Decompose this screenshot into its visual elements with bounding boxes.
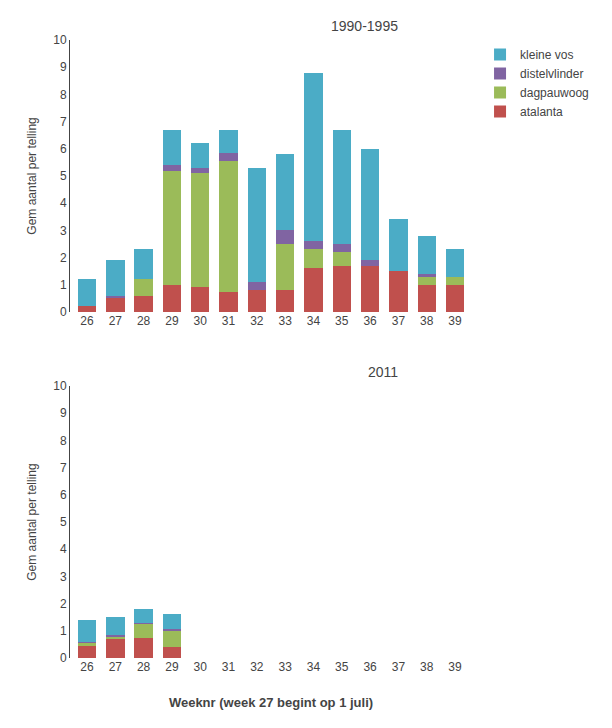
svg-text:atalanta: atalanta bbox=[520, 105, 563, 119]
svg-text:31: 31 bbox=[222, 660, 236, 674]
svg-text:9: 9 bbox=[60, 60, 67, 74]
svg-text:28: 28 bbox=[137, 314, 151, 328]
svg-text:4: 4 bbox=[60, 542, 67, 556]
svg-text:30: 30 bbox=[194, 660, 208, 674]
svg-text:32: 32 bbox=[250, 660, 264, 674]
svg-text:27: 27 bbox=[109, 660, 123, 674]
svg-text:2: 2 bbox=[60, 597, 67, 611]
svg-text:32: 32 bbox=[250, 314, 264, 328]
svg-text:6: 6 bbox=[60, 142, 67, 156]
svg-text:10: 10 bbox=[53, 33, 67, 47]
svg-text:dagpauwoog: dagpauwoog bbox=[520, 86, 589, 100]
svg-text:0: 0 bbox=[60, 305, 67, 319]
svg-text:39: 39 bbox=[448, 660, 462, 674]
svg-text:30: 30 bbox=[194, 314, 208, 328]
svg-text:8: 8 bbox=[60, 88, 67, 102]
svg-text:Gem aantal per telling: Gem aantal per telling bbox=[25, 463, 39, 580]
svg-text:1990-1995: 1990-1995 bbox=[331, 18, 398, 34]
svg-text:3: 3 bbox=[60, 224, 67, 238]
svg-text:35: 35 bbox=[335, 314, 349, 328]
svg-text:Weeknr (week 27 begint op 1 ju: Weeknr (week 27 begint op 1 juli) bbox=[169, 695, 373, 710]
svg-text:34: 34 bbox=[307, 660, 321, 674]
svg-text:2: 2 bbox=[60, 251, 67, 265]
svg-text:33: 33 bbox=[278, 660, 292, 674]
svg-text:6: 6 bbox=[60, 488, 67, 502]
svg-text:distelvlinder: distelvlinder bbox=[520, 67, 583, 81]
svg-text:7: 7 bbox=[60, 115, 67, 129]
svg-text:38: 38 bbox=[420, 314, 434, 328]
svg-text:31: 31 bbox=[222, 314, 236, 328]
svg-text:1: 1 bbox=[60, 624, 67, 638]
svg-text:9: 9 bbox=[60, 406, 67, 420]
svg-text:37: 37 bbox=[392, 660, 406, 674]
svg-text:39: 39 bbox=[448, 314, 462, 328]
svg-text:34: 34 bbox=[307, 314, 321, 328]
svg-text:29: 29 bbox=[165, 314, 179, 328]
svg-text:36: 36 bbox=[363, 314, 377, 328]
svg-text:37: 37 bbox=[392, 314, 406, 328]
svg-text:8: 8 bbox=[60, 434, 67, 448]
svg-text:28: 28 bbox=[137, 660, 151, 674]
svg-text:2011: 2011 bbox=[368, 364, 398, 380]
svg-text:7: 7 bbox=[60, 461, 67, 475]
svg-text:5: 5 bbox=[60, 515, 67, 529]
svg-text:5: 5 bbox=[60, 169, 67, 183]
svg-text:1: 1 bbox=[60, 278, 67, 292]
svg-text:36: 36 bbox=[363, 660, 377, 674]
svg-text:Gem aantal per telling: Gem aantal per telling bbox=[25, 117, 39, 234]
svg-text:35: 35 bbox=[335, 660, 349, 674]
svg-text:38: 38 bbox=[420, 660, 434, 674]
svg-text:10: 10 bbox=[53, 379, 67, 393]
svg-text:26: 26 bbox=[80, 314, 94, 328]
svg-text:27: 27 bbox=[109, 314, 123, 328]
svg-text:4: 4 bbox=[60, 196, 67, 210]
svg-text:33: 33 bbox=[278, 314, 292, 328]
svg-text:0: 0 bbox=[60, 651, 67, 665]
svg-text:26: 26 bbox=[80, 660, 94, 674]
svg-text:3: 3 bbox=[60, 570, 67, 584]
svg-text:29: 29 bbox=[165, 660, 179, 674]
svg-text:kleine vos: kleine vos bbox=[520, 48, 573, 62]
